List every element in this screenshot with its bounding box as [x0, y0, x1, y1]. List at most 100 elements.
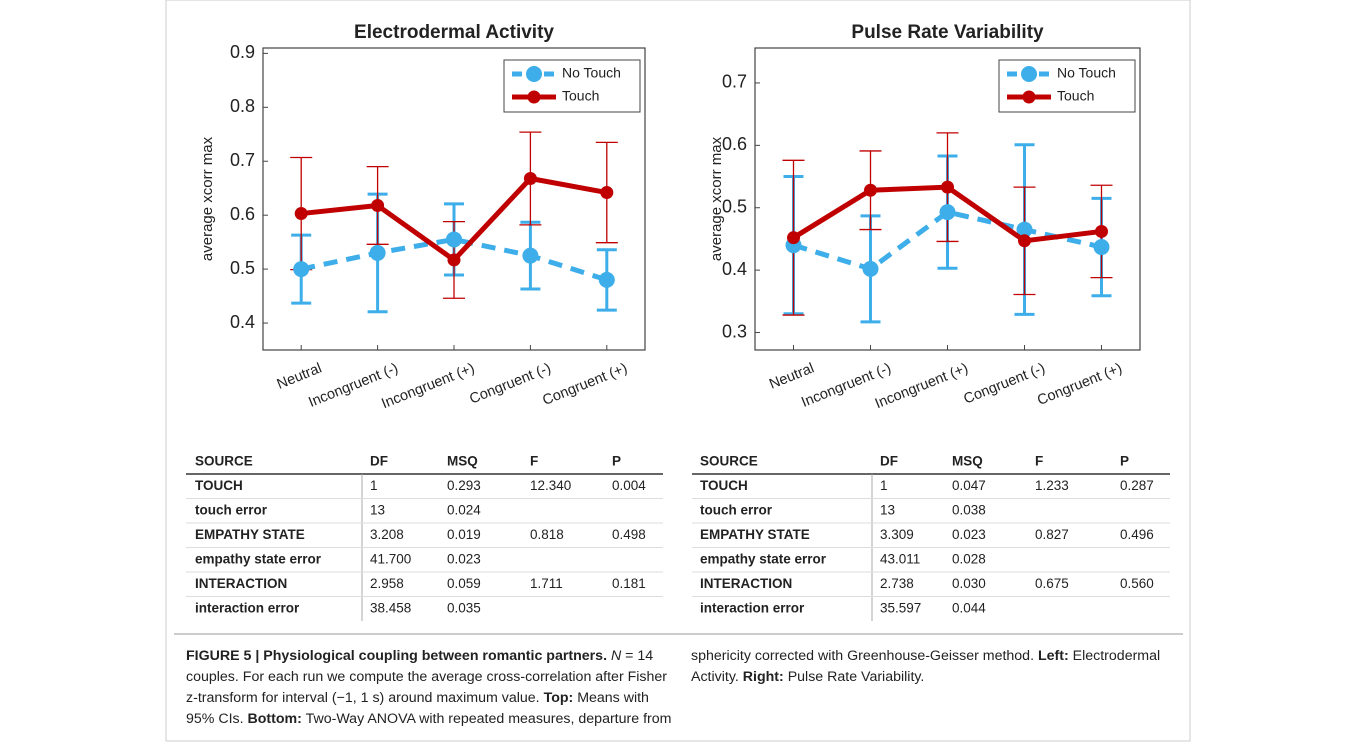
- marker: [1095, 224, 1108, 238]
- table-cell: 1: [370, 478, 378, 493]
- table-cell: 0.675: [1035, 576, 1069, 591]
- table-cell: 0.560: [1120, 576, 1154, 591]
- marker: [1018, 234, 1031, 248]
- table-cell: 38.458: [370, 600, 411, 615]
- table-cell: 1.233: [1035, 478, 1069, 493]
- table-cell: 0.038: [952, 502, 986, 517]
- row-label: touch error: [195, 502, 268, 517]
- legend-label: No Touch: [1057, 65, 1116, 81]
- table-header: F: [530, 454, 538, 469]
- marker: [787, 231, 800, 245]
- legend-box: [503, 59, 641, 113]
- table-cell: 0.181: [612, 576, 646, 591]
- caption-text: Left:: [1037, 648, 1069, 664]
- marker: [939, 204, 956, 221]
- row-label: empathy state error: [700, 551, 827, 566]
- table-cell: 35.597: [880, 600, 921, 615]
- row-label: INTERACTION: [195, 576, 287, 591]
- marker: [864, 183, 877, 197]
- table-cell: 2.738: [880, 576, 914, 591]
- caption-text: FIGURE 5 | Physiological coupling betwee…: [186, 648, 611, 664]
- caption-text: Bottom:: [247, 711, 302, 727]
- row-label: EMPATHY STATE: [195, 527, 305, 542]
- row-label: TOUCH: [700, 478, 748, 493]
- table-cell: 0.496: [1120, 527, 1154, 542]
- marker: [294, 207, 308, 221]
- table-cell: 0.028: [952, 551, 986, 566]
- y-tick-label: 0.4: [722, 259, 747, 279]
- legend-label: Touch: [562, 88, 599, 104]
- y-tick-label: 0.8: [230, 96, 255, 116]
- marker: [371, 198, 385, 212]
- table-cell: 13: [880, 502, 895, 517]
- row-label: empathy state error: [195, 551, 322, 566]
- table-cell: 43.011: [880, 551, 920, 566]
- y-axis-label: average xcorr max: [199, 136, 216, 261]
- row-label: interaction error: [195, 600, 300, 615]
- caption-text: Top:: [543, 690, 574, 706]
- chart-title: Electrodermal Activity: [354, 22, 554, 43]
- legend-label: No Touch: [562, 65, 621, 81]
- marker: [522, 247, 539, 264]
- row-label: INTERACTION: [700, 576, 792, 591]
- caption-text: Pulse Rate Variability.: [783, 669, 925, 685]
- table-header: MSQ: [952, 454, 983, 469]
- marker: [1093, 239, 1110, 256]
- legend-marker: [1022, 90, 1036, 104]
- marker: [598, 271, 615, 288]
- y-tick-label: 0.5: [722, 196, 747, 216]
- table-cell: 0.059: [447, 576, 481, 591]
- marker: [447, 253, 461, 267]
- table-cell: 0.023: [952, 527, 986, 542]
- table-header: DF: [880, 454, 898, 469]
- y-tick-label: 0.6: [722, 134, 747, 154]
- table-header: P: [612, 454, 621, 469]
- y-tick-label: 0.4: [230, 312, 255, 332]
- legend-marker: [527, 90, 541, 104]
- table-cell: 0.035: [447, 600, 481, 615]
- y-tick-label: 0.9: [230, 42, 255, 62]
- table-cell: 0.293: [447, 478, 481, 493]
- table-header: F: [1035, 454, 1043, 469]
- caption-text: Means with 95% CIs.: [186, 690, 649, 727]
- caption: FIGURE 5 | Physiological coupling betwee…: [186, 646, 1182, 742]
- caption-text: Right:: [742, 669, 784, 685]
- caption-text: N: [610, 648, 622, 664]
- table-cell: 13: [370, 502, 385, 517]
- table-header: SOURCE: [195, 454, 253, 469]
- caption-text: Two-Way ANOVA with repeated measures, de…: [301, 648, 1038, 727]
- table-cell: 0.498: [612, 527, 646, 542]
- table-cell: 0.827: [1035, 527, 1069, 542]
- table-header: SOURCE: [700, 454, 758, 469]
- table-cell: 1.711: [530, 576, 563, 591]
- table-cell: 3.208: [370, 527, 404, 542]
- y-tick-label: 0.3: [722, 321, 747, 341]
- y-tick-label: 0.5: [230, 258, 255, 278]
- marker: [600, 186, 614, 200]
- table-header: MSQ: [447, 454, 478, 469]
- table-cell: 2.958: [370, 576, 404, 591]
- table-cell: 0.024: [447, 502, 481, 517]
- series-line: [300, 236, 608, 283]
- x-tick-label: Congruent (+): [540, 360, 629, 409]
- table-header: DF: [370, 454, 388, 469]
- caption-text: Electrodermal Activity.: [691, 648, 1161, 685]
- table-cell: 12.340: [530, 478, 571, 493]
- marker: [369, 244, 386, 261]
- x-tick-label: Neutral: [275, 360, 324, 392]
- table-cell: 41.700: [370, 551, 411, 566]
- table-cell: 0.047: [952, 478, 986, 493]
- table-cell: 1: [880, 478, 888, 493]
- marker: [523, 172, 537, 186]
- marker: [1016, 221, 1033, 238]
- chart-title: Pulse Rate Variability: [851, 22, 1044, 43]
- x-tick-label: Neutral: [767, 360, 816, 392]
- x-tick-label: Congruent (+): [1035, 360, 1124, 409]
- x-tick-label: Congruent (-): [961, 360, 1047, 407]
- table-cell: 0.004: [612, 478, 646, 493]
- table-cell: 0.818: [530, 527, 564, 542]
- caption-text: = 14 couples. For each run we compute th…: [186, 648, 668, 706]
- legend-marker: [1021, 66, 1037, 82]
